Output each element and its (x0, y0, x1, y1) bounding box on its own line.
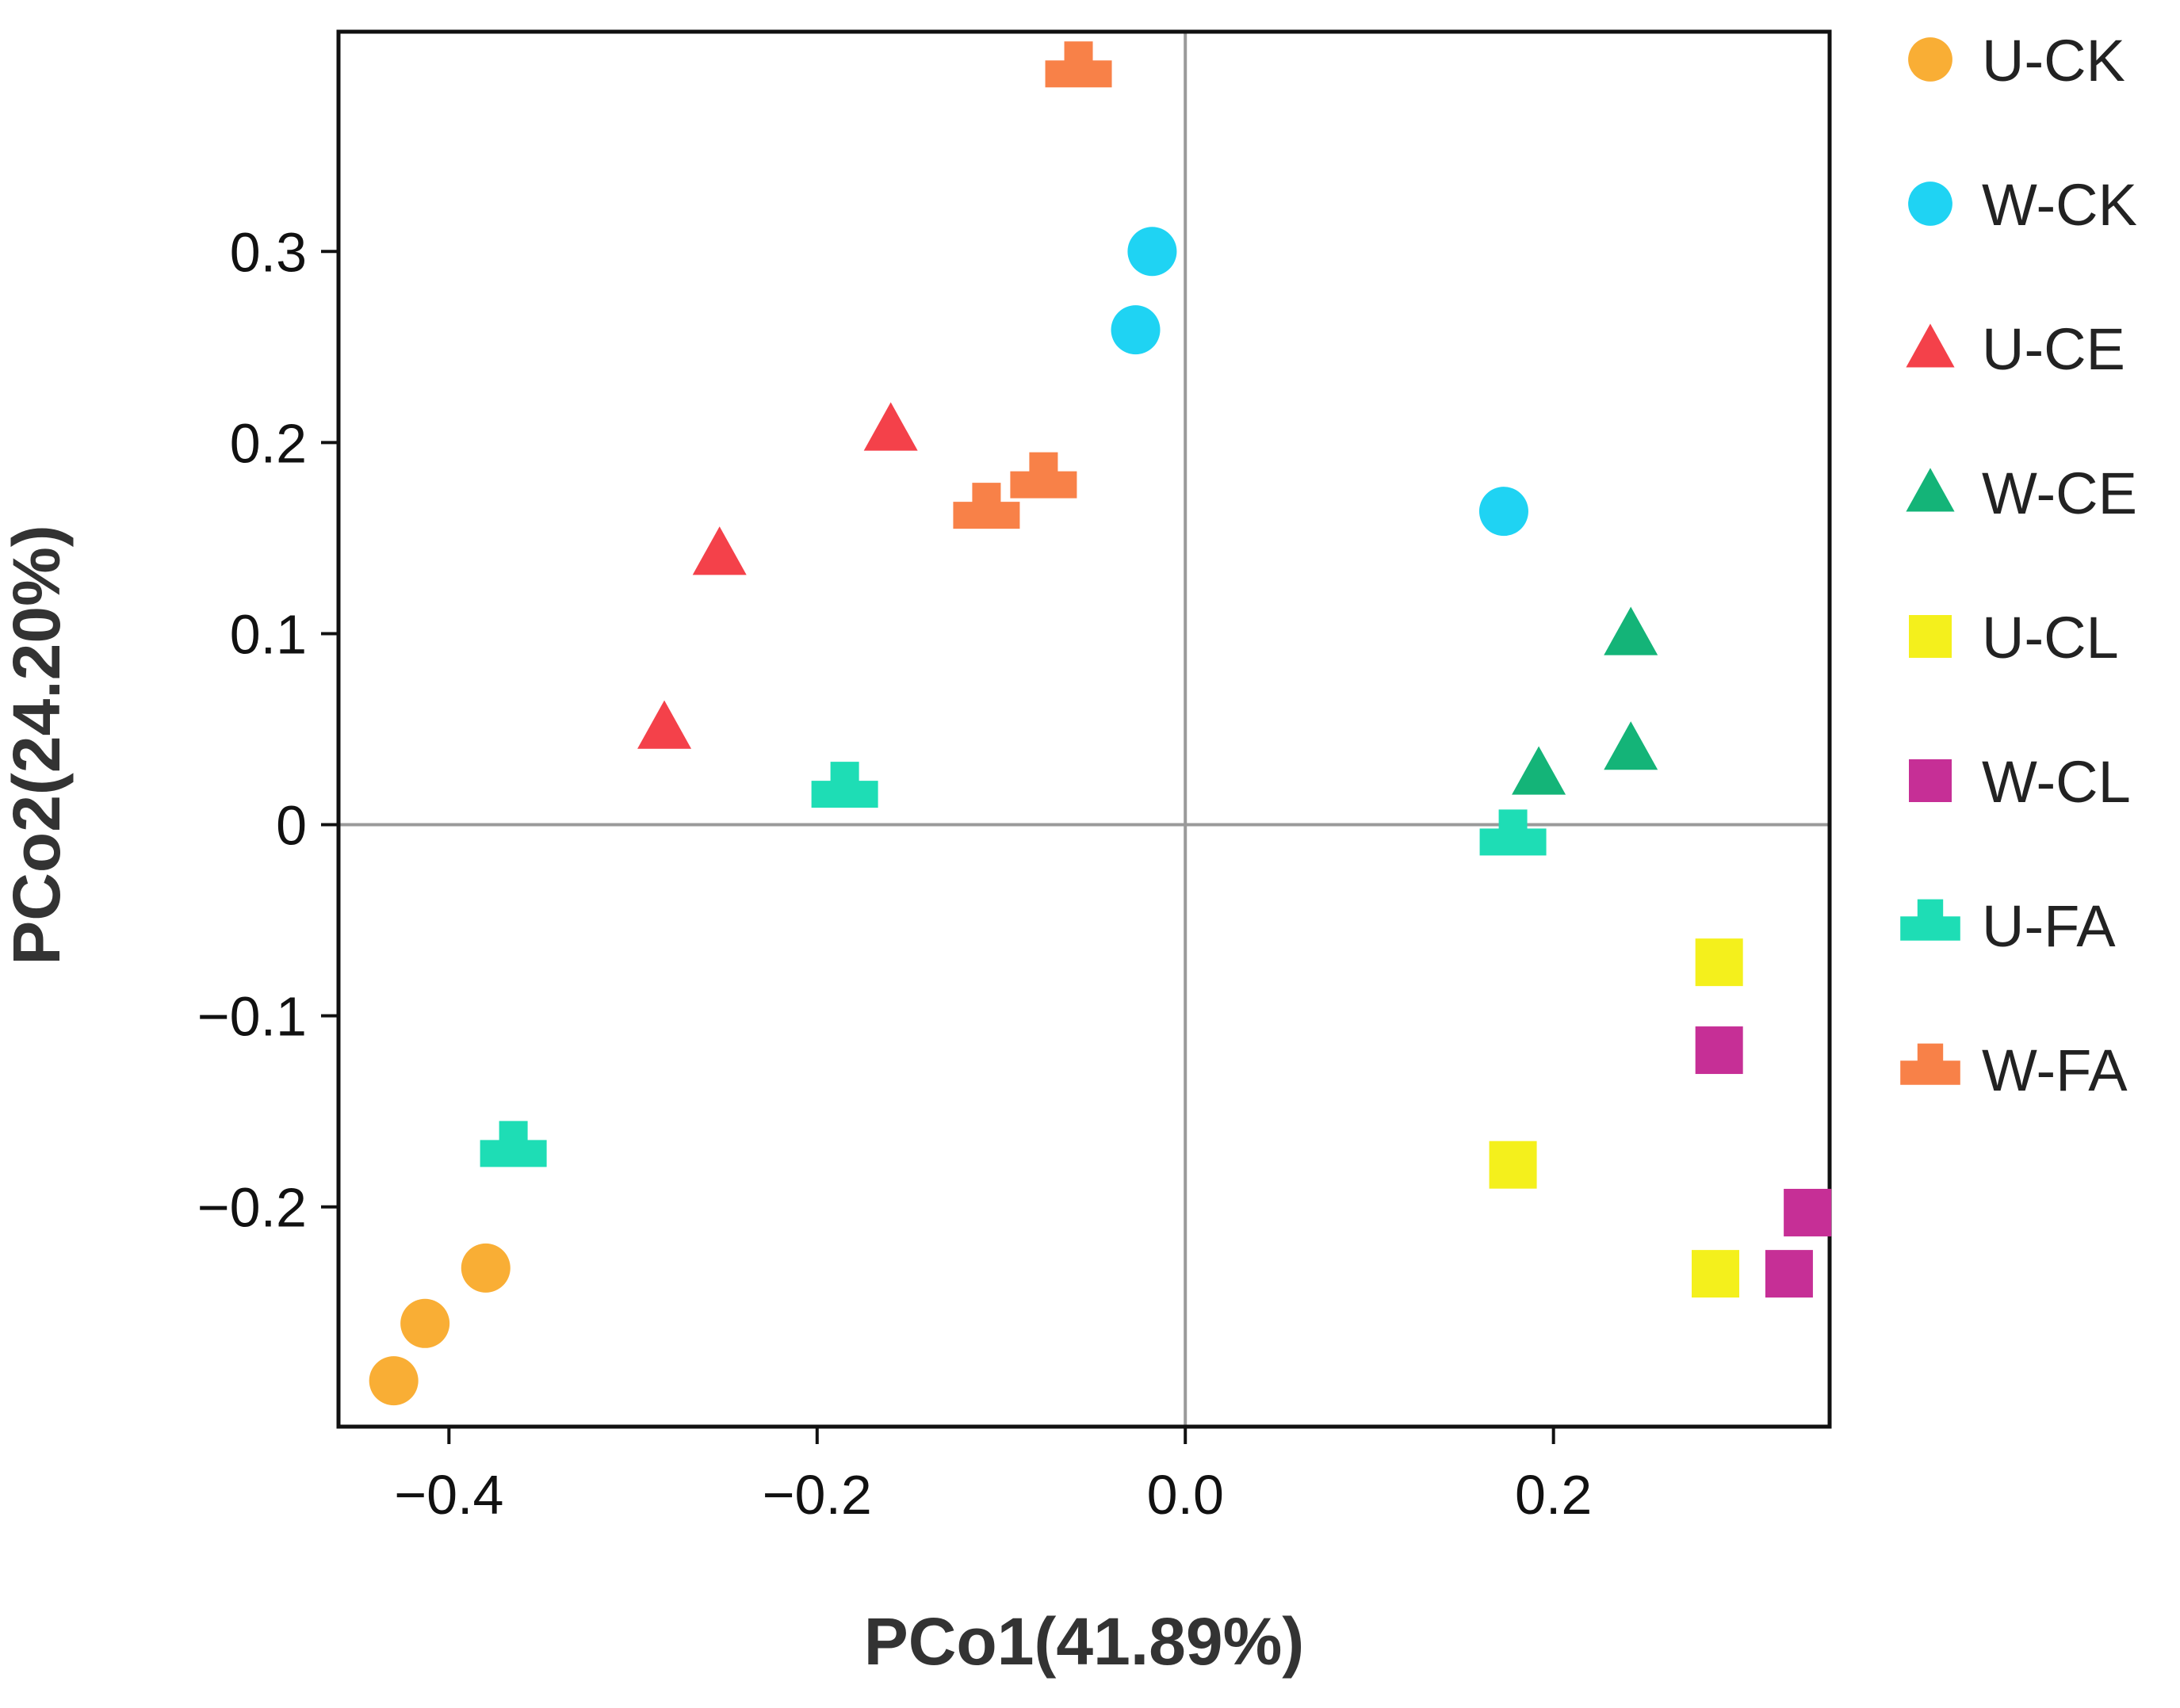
y-tick-label: −0.2 (197, 1177, 307, 1239)
legend: U-CK W-CK U-CE W-CE U-CL W-CL U-FA W-FA (1900, 28, 2137, 1103)
legend-item-u-fa: U-FA (1900, 893, 2116, 959)
data-point-w-ck (1127, 227, 1177, 277)
data-point-u-cl (1695, 938, 1743, 987)
data-point-w-fa (953, 483, 1020, 529)
data-point-w-cl (1784, 1188, 1832, 1236)
plot-frame (336, 29, 1832, 1429)
series-u-fa (480, 762, 1547, 1167)
legend-item-u-ck: U-CK (1908, 28, 2125, 94)
legend-label: U-CE (1982, 316, 2125, 382)
data-point-w-cl (1695, 1026, 1743, 1075)
y-axis-title: PCo2(24.20%) (0, 525, 74, 965)
x-axis-ticks: −0.4 −0.2 0.0 0.2 (394, 1427, 1592, 1526)
legend-marker-w-cl (1909, 759, 1952, 802)
x-axis-title: PCo1(41.89%) (864, 1604, 1305, 1679)
legend-item-u-cl: U-CL (1909, 605, 2119, 671)
data-point-w-cl (1765, 1250, 1813, 1298)
series-u-cl (1489, 938, 1743, 1298)
legend-label: U-CK (1982, 28, 2125, 94)
legend-label: W-CK (1982, 172, 2137, 238)
y-tick-label: 0.2 (230, 412, 307, 474)
legend-marker-w-fa (1900, 1043, 1960, 1085)
legend-marker-u-fa (1900, 899, 1960, 941)
legend-marker-u-cl (1909, 615, 1952, 658)
data-point-u-ck (400, 1298, 450, 1348)
data-point-u-ck (369, 1356, 419, 1406)
data-point-u-fa (480, 1121, 547, 1167)
y-tick-label: 0.3 (230, 221, 307, 283)
legend-label: W-FA (1982, 1037, 2128, 1103)
legend-item-w-ck: W-CK (1908, 172, 2137, 238)
data-point-u-fa (811, 762, 878, 808)
data-point-u-ce (863, 402, 918, 451)
series-w-ck (1111, 227, 1528, 537)
data-point-u-ce (637, 700, 692, 749)
legend-item-w-fa: W-FA (1900, 1037, 2128, 1103)
x-tick-label: −0.2 (763, 1464, 872, 1526)
legend-item-u-ce: U-CE (1906, 316, 2125, 382)
data-point-w-fa (1045, 41, 1112, 88)
x-tick-label: 0.2 (1515, 1464, 1592, 1526)
data-point-w-ce (1604, 721, 1658, 770)
y-axis-ticks: −0.2 −0.1 0 0.1 0.2 0.3 (197, 221, 338, 1239)
legend-label: U-FA (1982, 893, 2116, 959)
legend-label: U-CL (1982, 605, 2119, 671)
y-tick-label: 0.1 (230, 603, 307, 665)
data-point-u-ck (461, 1243, 511, 1293)
data-point-u-ce (692, 526, 747, 575)
series-w-fa (953, 41, 1112, 529)
data-point-u-cl (1489, 1141, 1537, 1189)
legend-marker-w-ck (1908, 181, 1952, 226)
data-point-w-fa (1010, 452, 1077, 499)
data-points (369, 41, 1832, 1406)
legend-marker-u-ck (1908, 37, 1952, 82)
legend-item-w-cl: W-CL (1909, 749, 2131, 815)
legend-item-w-ce: W-CE (1906, 460, 2137, 526)
data-point-w-ce (1512, 746, 1566, 795)
x-tick-label: 0.0 (1147, 1464, 1224, 1526)
data-point-u-cl (1692, 1250, 1740, 1298)
data-point-w-ce (1604, 606, 1658, 655)
data-point-w-ck (1478, 487, 1528, 537)
series-u-ce (637, 402, 918, 749)
series-w-cl (1695, 1026, 1832, 1298)
data-point-u-fa (1479, 809, 1547, 856)
y-tick-label: −0.1 (197, 986, 307, 1048)
y-tick-label: 0 (276, 795, 307, 857)
reference-lines (338, 32, 1830, 1427)
x-tick-label: −0.4 (394, 1464, 503, 1526)
legend-marker-u-ce (1906, 323, 1955, 368)
data-point-w-ck (1111, 305, 1161, 355)
legend-label: W-CL (1982, 749, 2131, 815)
series-w-ce (1512, 606, 1658, 795)
legend-label: W-CE (1982, 460, 2137, 526)
series-u-ck (369, 1243, 511, 1406)
legend-marker-w-ce (1906, 468, 1955, 512)
